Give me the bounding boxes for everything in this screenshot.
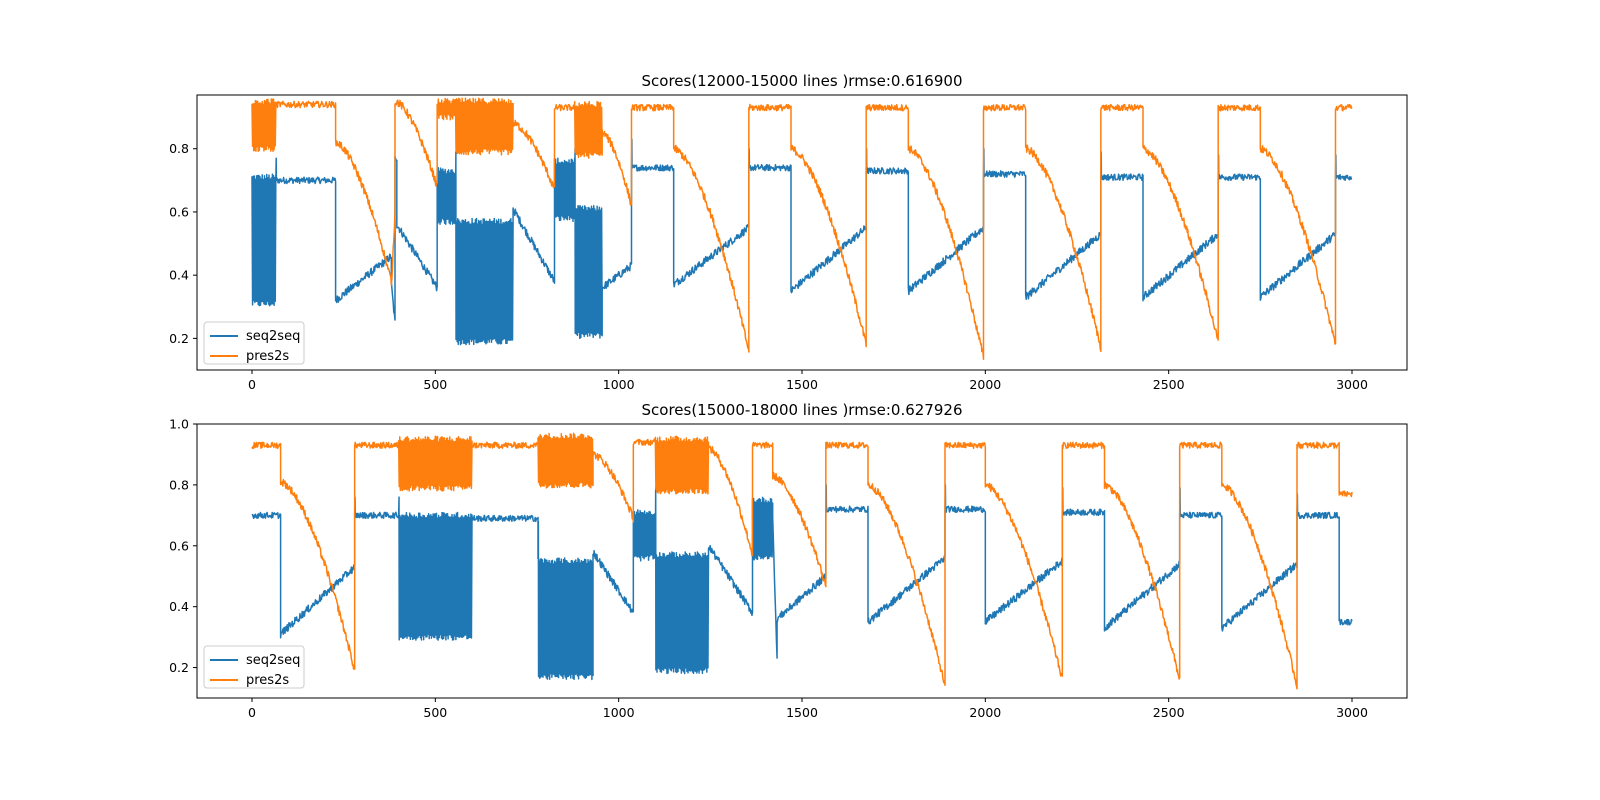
top-series-line-seq2seq [251,138,1353,346]
top-plot-frame [196,94,1408,371]
bottom-legend-label-pres2s: pres2s [246,673,289,688]
bottom-y-tick-label: 0.8 [169,477,189,492]
bottom-x-tick-label: 1500 [786,705,818,720]
top-legend: seq2seq pres2s [203,321,305,365]
top-legend-label-pres2s: pres2s [246,349,289,364]
bottom-series-layer [251,432,1353,690]
top-y-tick-label: 0.8 [169,141,189,156]
top-y-tick-label: 0.4 [169,268,189,283]
top-y-tick-label: 0.2 [169,331,189,346]
bottom-legend-label-seq2seq: seq2seq [246,653,300,668]
top-x-tick-label: 2500 [1153,377,1185,392]
top-x-tick-label: 500 [423,377,447,392]
top-x-tick-label: 3000 [1336,377,1368,392]
bottom-x-tick-label: 500 [423,705,447,720]
top-legend-box [203,321,305,365]
bottom-chart-title: Scores(15000-18000 lines )rmse:0.627926 [642,401,963,419]
bottom-y-tick-label: 1.0 [169,417,189,432]
bottom-subplot: Scores(15000-18000 lines )rmse:0.627926 … [169,401,1408,721]
top-series-layer [251,97,1353,360]
bottom-x-tick-label: 1000 [603,705,635,720]
top-subplot: Scores(12000-15000 lines )rmse:0.616900 … [169,72,1408,392]
bottom-ticks-layer: 0 500 1000 1500 2000 2500 3000 0.2 0.4 0.6 0.8 1.0 [169,417,1368,721]
bottom-legend: seq2seq pres2s [203,645,305,689]
top-x-tick-label: 2000 [969,377,1001,392]
bottom-x-tick-label: 2500 [1153,705,1185,720]
bottom-x-tick-label: 3000 [1336,705,1368,720]
bottom-y-tick-label: 0.2 [169,660,189,675]
bottom-y-tick-label: 0.4 [169,599,189,614]
top-ticks-layer: 0 500 1000 1500 2000 2500 3000 0.2 0.4 0.6 0.8 [169,141,1368,392]
bottom-x-tick-label: 2000 [969,705,1001,720]
bottom-series-line-pres2s [251,432,1353,690]
top-x-tick-label: 1000 [603,377,635,392]
top-legend-label-seq2seq: seq2seq [246,329,300,344]
top-y-tick-label: 0.6 [169,204,189,219]
bottom-series-line-seq2seq [251,484,1353,681]
top-x-tick-label: 0 [248,377,256,392]
top-x-tick-label: 1500 [786,377,818,392]
bottom-legend-box [203,645,305,689]
top-chart-title: Scores(12000-15000 lines )rmse:0.616900 [642,72,963,90]
top-series-line-pres2s [251,97,1353,360]
bottom-y-tick-label: 0.6 [169,538,189,553]
bottom-plot-frame [196,423,1408,699]
bottom-x-tick-label: 0 [248,705,256,720]
